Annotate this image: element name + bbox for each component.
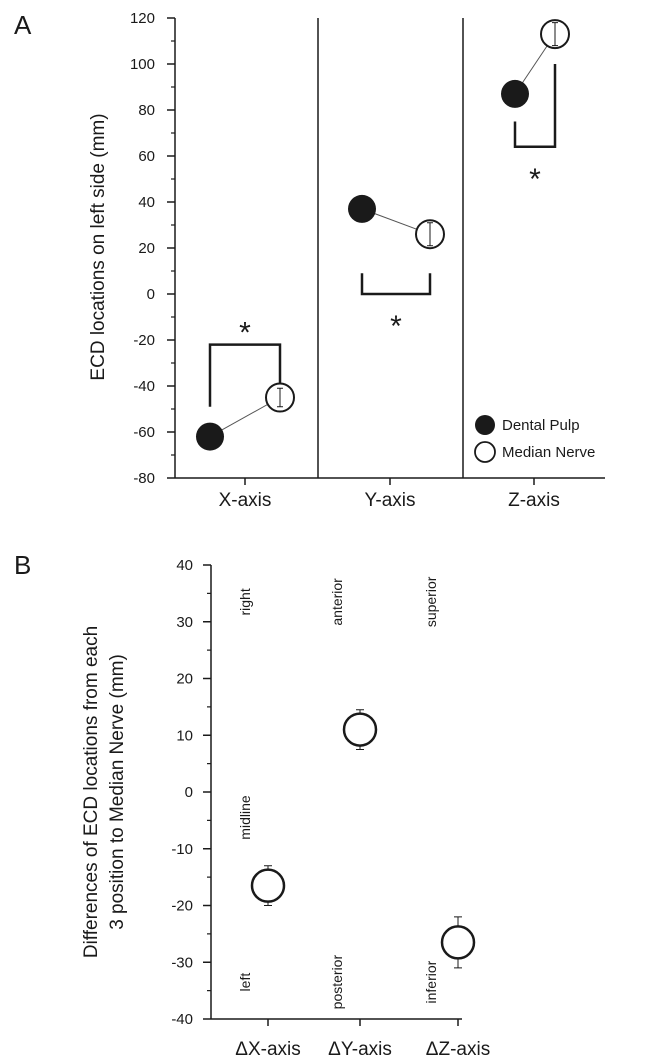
- direction-label-top: superior: [423, 576, 439, 627]
- significance-bracket: [513, 64, 557, 149]
- significance-bracket: [208, 343, 282, 407]
- difference-point: [440, 925, 476, 960]
- y-tick-label: 120: [130, 10, 155, 27]
- error-bar: [277, 387, 283, 408]
- panel-b-y-axis-title-line-2: 3 position to Median Nerve (mm): [107, 654, 128, 930]
- y-tick-label: 10: [176, 727, 193, 744]
- panel-a-markers: [196, 19, 570, 451]
- direction-label-top: anterior: [329, 578, 345, 626]
- x-category-label: ΔY-axis: [328, 1039, 392, 1060]
- panel-b-y-ticks: 40 30 20 10 0 -10 -20 -30 -40: [171, 557, 211, 1028]
- y-tick-label: -30: [171, 954, 193, 971]
- y-tick-label: 40: [138, 194, 155, 211]
- direction-label-bottom: inferior: [423, 960, 439, 1003]
- y-tick-label: -40: [171, 1011, 193, 1028]
- significance-star: *: [390, 310, 402, 343]
- y-tick-label: -10: [171, 841, 193, 858]
- panel-a-y-ticks: 120 100 80 60 40 20 0 -20 -40 -60 -80: [130, 10, 175, 487]
- x-category-label: ΔZ-axis: [426, 1039, 490, 1060]
- significance-star: *: [529, 163, 541, 196]
- y-tick-label: 30: [176, 614, 193, 631]
- y-tick-label: -60: [133, 424, 155, 441]
- direction-label-bottom: posterior: [329, 955, 345, 1010]
- legend-median-nerve-marker: [474, 441, 496, 463]
- difference-point: [250, 868, 286, 903]
- y-tick-label: 20: [138, 240, 155, 257]
- dental-pulp-point: [501, 79, 529, 108]
- error-bar: [552, 22, 558, 47]
- y-tick-label: 0: [185, 784, 193, 801]
- error-bar: [427, 222, 433, 247]
- significance-bracket: [360, 273, 432, 296]
- panel-a-y-axis-title: ECD locations on left side (mm): [88, 113, 109, 380]
- y-tick-label: 100: [130, 56, 155, 73]
- direction-label-top: right: [237, 588, 253, 615]
- panel-b-category-labels: ΔX-axis ΔY-axis ΔZ-axis: [235, 1019, 490, 1060]
- difference-point: [342, 712, 378, 747]
- x-category-label: ΔX-axis: [235, 1039, 300, 1060]
- x-category-label: Y-axis: [364, 490, 415, 511]
- significance-star: *: [239, 317, 251, 350]
- panel-a-axes: [174, 18, 605, 479]
- y-tick-label: 60: [138, 148, 155, 165]
- x-category-label: X-axis: [219, 490, 272, 511]
- y-tick-label: 20: [176, 671, 193, 688]
- y-tick-label: -20: [171, 898, 193, 915]
- dental-pulp-point: [196, 422, 224, 451]
- legend: Dental Pulp Median Nerve: [474, 415, 595, 463]
- panel-b-direction-labels: right anterior superior midline left posterio…: [237, 576, 439, 1009]
- legend-median-nerve-label: Median Nerve: [502, 444, 595, 461]
- y-tick-label: 40: [176, 557, 193, 574]
- y-tick-label: -40: [133, 378, 155, 395]
- dental-pulp-point: [348, 194, 376, 223]
- y-tick-label: 0: [147, 286, 155, 303]
- panel-b-letter: B: [14, 550, 31, 580]
- legend-dental-pulp-marker: [475, 415, 495, 435]
- direction-label-midline: midline: [237, 795, 253, 840]
- legend-dental-pulp-label: Dental Pulp: [502, 417, 580, 434]
- panel-a-significance-brackets: * * *: [208, 64, 557, 407]
- x-category-label: Z-axis: [508, 490, 560, 511]
- panel-b-markers: [250, 709, 476, 969]
- direction-label-bottom: left: [237, 973, 253, 992]
- y-tick-label: 80: [138, 102, 155, 119]
- y-tick-label: -80: [133, 470, 155, 487]
- panel-a-letter: A: [14, 10, 32, 40]
- panel-b-axes: [210, 565, 462, 1020]
- panel-b-y-axis-title-line-1: Differences of ECD locations from each: [81, 626, 102, 958]
- panel-a-category-labels: X-axis Y-axis Z-axis: [219, 478, 560, 511]
- y-tick-label: -20: [133, 332, 155, 349]
